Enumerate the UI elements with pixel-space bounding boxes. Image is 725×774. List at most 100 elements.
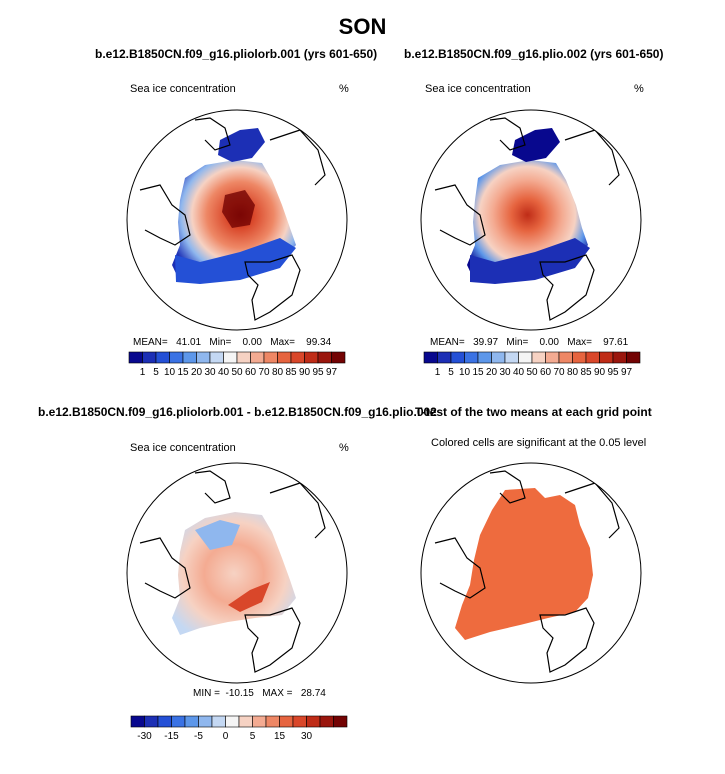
panel3-colorbar: -30 -15 -5 0 5 15 30 bbox=[130, 715, 348, 742]
panel3-map-boundary bbox=[126, 462, 348, 684]
panel3-colorbar-tick-label: -30 bbox=[137, 731, 152, 742]
panel2-coastline-europe bbox=[564, 129, 620, 186]
panel3-colorbar-cell bbox=[319, 715, 334, 728]
panel3-colorbar-tick-label: -15 bbox=[164, 731, 179, 742]
panel3-diff-field bbox=[172, 512, 296, 635]
panel2-colorbar: 1 5 10 15 20 30 40 50 60 70 80 85 90 95 97 bbox=[423, 351, 641, 378]
panel1-ice-core bbox=[222, 190, 255, 228]
panel2-colorbar-cell bbox=[545, 351, 560, 364]
panel2-colorbar-tick-label: 85 bbox=[580, 367, 592, 378]
panel3-coastline-asia bbox=[244, 607, 301, 673]
panel3-colorbar-cell bbox=[171, 715, 186, 728]
panel2-colorbar-tick-label: 15 bbox=[472, 367, 484, 378]
panel2-colorbar-cell bbox=[477, 351, 492, 364]
panel3-colorbar-tick-label: -5 bbox=[194, 731, 203, 742]
panel1-coastline-greenland bbox=[194, 117, 231, 151]
panel4-subtitle: Colored cells are significant at the 0.0… bbox=[431, 437, 647, 449]
panel1-colorbar-cell bbox=[128, 351, 143, 364]
panel1-coastline-asia bbox=[244, 254, 301, 321]
panel2-colorbar-cell bbox=[531, 351, 546, 364]
panel2-colorbar-cell bbox=[558, 351, 573, 364]
panel4-significant-cells bbox=[455, 488, 593, 640]
panel2-colorbar-cell bbox=[518, 351, 533, 364]
panel4-coastline-greenland bbox=[489, 470, 526, 504]
panel1-colorbar-cell bbox=[290, 351, 305, 364]
panel3-stats: MIN = -10.15 MAX = 28.74 bbox=[193, 688, 326, 699]
panel3-title: b.e12.B1850CN.f09_g16.pliolorb.001 - b.e… bbox=[38, 405, 437, 419]
panel2-colorbar-cell bbox=[423, 351, 438, 364]
panel4-map bbox=[434, 470, 620, 673]
panel2-stats: MEAN= 39.97 Min= 0.00 Max= 97.61 bbox=[430, 337, 629, 348]
panel1-colorbar-tick-label: 30 bbox=[204, 367, 216, 378]
panel1-colorbar-tick-label: 80 bbox=[272, 367, 284, 378]
panel1-colorbar-tick-label: 15 bbox=[177, 367, 189, 378]
panel4-map-boundary bbox=[420, 462, 642, 684]
panel1-colorbar-tick-label: 85 bbox=[285, 367, 297, 378]
panel1-colorbar-cell bbox=[236, 351, 251, 364]
panel1-colorbar-cell bbox=[331, 351, 346, 364]
panel3-colorbar-tick-label: 30 bbox=[301, 731, 313, 742]
panel2-variable-label: Sea ice concentration bbox=[425, 83, 531, 95]
panel1-colorbar-tick-label: 95 bbox=[312, 367, 324, 378]
panel2-colorbar-cell bbox=[612, 351, 627, 364]
panel1-colorbar-tick-label: 50 bbox=[231, 367, 243, 378]
panel1-colorbar-tick-label: 40 bbox=[218, 367, 230, 378]
panel2-ice-edge-pacific bbox=[470, 238, 590, 284]
panel3-colorbar-cell bbox=[130, 715, 145, 728]
panel3-colorbar-cell bbox=[306, 715, 321, 728]
panel1-colorbar-cell bbox=[169, 351, 184, 364]
panel1-colorbar-tick-label: 20 bbox=[191, 367, 203, 378]
panel1-colorbar-cell bbox=[277, 351, 292, 364]
panel1-colorbar-tick-label: 1 bbox=[140, 367, 146, 378]
panel2-coastline-america bbox=[434, 184, 486, 246]
panel4-coastline-asia bbox=[539, 607, 595, 673]
panel2-units-label: % bbox=[634, 83, 644, 95]
panel1-colorbar-cell bbox=[142, 351, 157, 364]
panel4-title: T-test of the two means at each grid poi… bbox=[415, 405, 652, 419]
panel3-positive-patch bbox=[228, 582, 270, 612]
panel1-colorbar-cell bbox=[196, 351, 211, 364]
panel3-units-label: % bbox=[339, 442, 349, 454]
panel2-colorbar-tick-label: 80 bbox=[567, 367, 579, 378]
panel2-colorbar-cell bbox=[437, 351, 452, 364]
panel2-colorbar-tick-label: 60 bbox=[540, 367, 552, 378]
panel3-colorbar-cell bbox=[184, 715, 199, 728]
panel1-variable-label: Sea ice concentration bbox=[130, 83, 236, 95]
panel2-colorbar-tick-label: 1 bbox=[435, 367, 441, 378]
panel1-coastline-america bbox=[139, 184, 191, 246]
panel2-colorbar-cell bbox=[585, 351, 600, 364]
panel2-colorbar-tick-label: 97 bbox=[621, 367, 633, 378]
panel1-colorbar-tick-label: 90 bbox=[299, 367, 311, 378]
panel2-map-boundary bbox=[420, 109, 642, 331]
panel2-coastline-greenland bbox=[489, 117, 526, 151]
panel2-ice-edge-atlantic bbox=[512, 128, 560, 162]
panel2-colorbar-cell bbox=[464, 351, 479, 364]
panel2-coastline-asia bbox=[539, 254, 595, 321]
figure-title: SON bbox=[338, 14, 387, 39]
panel3-colorbar-tick-label: 0 bbox=[223, 731, 229, 742]
panel2-colorbar-tick-label: 50 bbox=[526, 367, 538, 378]
panel1-colorbar-tick-label: 70 bbox=[258, 367, 270, 378]
panel1-colorbar-cell bbox=[155, 351, 170, 364]
panel2-colorbar-tick-label: 70 bbox=[553, 367, 565, 378]
panel1-colorbar-cell bbox=[263, 351, 278, 364]
panel1-colorbar-cell bbox=[223, 351, 238, 364]
panel2-colorbar-cell bbox=[450, 351, 465, 364]
panel2-colorbar-tick-label: 40 bbox=[513, 367, 525, 378]
panel1-ice-edge-pacific bbox=[175, 238, 296, 284]
panel3-coastline-greenland bbox=[194, 470, 231, 504]
panel1-stats: MEAN= 41.01 Min= 0.00 Max= 99.34 bbox=[133, 337, 332, 348]
panel2-colorbar-cell bbox=[504, 351, 519, 364]
panel1-coastline-europe bbox=[269, 129, 326, 186]
panel2-colorbar-tick-label: 10 bbox=[459, 367, 471, 378]
panel4-coastline-america bbox=[434, 537, 486, 599]
panel3-colorbar-cell bbox=[157, 715, 172, 728]
panel3-colorbar-cell bbox=[225, 715, 240, 728]
panel1-colorbar-tick-label: 97 bbox=[326, 367, 338, 378]
panel1-colorbar-tick-label: 10 bbox=[164, 367, 176, 378]
panel3-colorbar-tick-label: 15 bbox=[274, 731, 286, 742]
panel1-colorbar-cell bbox=[250, 351, 265, 364]
panel3-colorbar-cell bbox=[198, 715, 213, 728]
panel2-title: b.e12.B1850CN.f09_g16.plio.002 (yrs 601-… bbox=[404, 47, 664, 61]
